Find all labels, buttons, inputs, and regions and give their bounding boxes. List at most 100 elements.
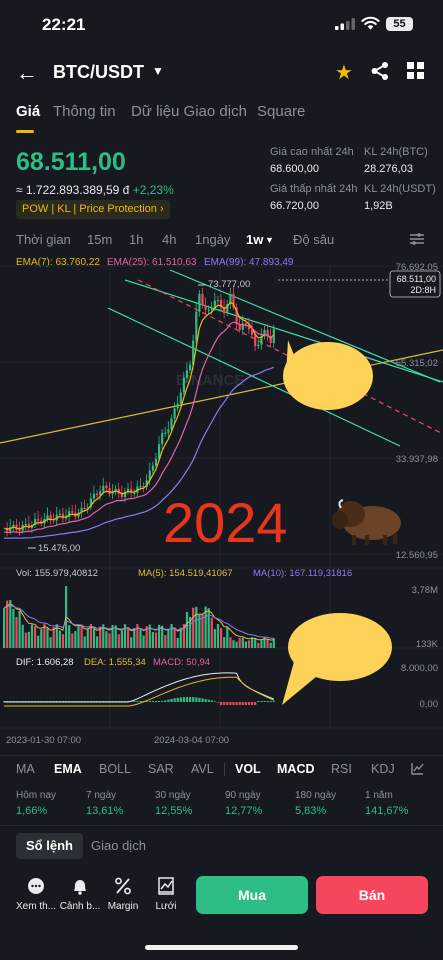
- star-icon[interactable]: ★: [335, 60, 353, 85]
- back-arrow-icon[interactable]: ←: [16, 60, 38, 86]
- tab-square[interactable]: Square: [257, 103, 305, 120]
- candle: [71, 511, 73, 513]
- tf-4h[interactable]: 4h: [162, 232, 176, 247]
- ma10-legend: MA(10): 167.119,31816: [253, 568, 352, 579]
- volume-bar: [50, 637, 52, 648]
- macd-bar: [139, 701, 141, 702]
- tf-time[interactable]: Thời gian: [16, 232, 71, 247]
- tf-1h[interactable]: 1h: [129, 232, 143, 247]
- candle: [164, 433, 166, 434]
- tf-15m[interactable]: 15m: [87, 232, 112, 247]
- ind-boll[interactable]: BOLL: [99, 762, 131, 776]
- pair-title[interactable]: BTC/USDT: [53, 62, 144, 83]
- volume-bar: [220, 628, 222, 648]
- tab-price[interactable]: Giá: [16, 103, 40, 120]
- tool-alert[interactable]: Cảnh b...: [58, 876, 102, 912]
- macd-bar: [211, 700, 213, 702]
- macd-bar: [170, 699, 172, 702]
- macd-bar: [257, 701, 259, 702]
- ind-vol[interactable]: VOL: [235, 762, 261, 776]
- sell-button[interactable]: Bán: [316, 876, 428, 914]
- candle: [245, 323, 247, 324]
- tf-1day[interactable]: 1ngày: [195, 232, 230, 247]
- volume-bar: [257, 643, 259, 648]
- candle: [183, 378, 185, 393]
- dea-legend: DEA: 1.555,34: [84, 657, 146, 668]
- macd-bar: [263, 701, 265, 702]
- macd-bar: [167, 700, 169, 702]
- volume-bar: [214, 629, 216, 648]
- macd-bar: [149, 701, 151, 702]
- volume-bar: [96, 636, 98, 648]
- volume-bar: [34, 626, 36, 648]
- vol-usdt-value: 1,92B: [364, 200, 393, 212]
- ind-ema[interactable]: EMA: [54, 762, 82, 776]
- grid-icon[interactable]: [407, 62, 424, 79]
- ind-separator: [224, 763, 225, 776]
- volume-bar: [195, 607, 197, 648]
- macd-bar: [186, 697, 188, 702]
- macd-bar: [236, 702, 238, 705]
- buy-button[interactable]: Mua: [196, 876, 308, 914]
- volume-bar: [229, 637, 231, 648]
- tool-margin[interactable]: Margin: [101, 876, 145, 912]
- low-24h-label: Giá thấp nhất 24h: [270, 183, 357, 195]
- volume-bar: [130, 637, 132, 648]
- tf-depth[interactable]: Độ sâu: [293, 232, 334, 247]
- candle: [108, 488, 110, 494]
- price-chart[interactable]: BINANCE 73.777,00 15.476,00 76.692,05 55…: [0, 250, 443, 750]
- candle: [133, 493, 135, 494]
- candle: [19, 530, 21, 531]
- speech-bubble-bottom: [282, 613, 392, 705]
- tab-order-book[interactable]: Sổ lệnh: [16, 833, 83, 859]
- current-price-tag-value: 68.511,00: [397, 274, 436, 284]
- tf-1w[interactable]: 1w: [246, 232, 263, 247]
- tool-view-more[interactable]: Xem th...: [14, 876, 58, 912]
- share-icon[interactable]: [370, 61, 390, 81]
- chart-settings-icon[interactable]: [410, 233, 424, 245]
- volume-bar: [177, 638, 179, 648]
- candle: [205, 305, 207, 309]
- macd-bar: [177, 698, 179, 702]
- tool-view-more-label: Xem th...: [14, 901, 58, 912]
- perf-1y-label: 1 năm: [365, 790, 393, 801]
- tag-badges[interactable]: POW | KL | Price Protection ›: [16, 200, 170, 219]
- grid-bot-icon: [144, 876, 188, 896]
- ind-avl[interactable]: AVL: [191, 762, 214, 776]
- volume-bar: [236, 642, 238, 648]
- volume-bar: [164, 635, 166, 648]
- tf-chevron-icon[interactable]: ▼: [265, 235, 274, 245]
- ind-rsi[interactable]: RSI: [331, 762, 352, 776]
- tab-info[interactable]: Thông tin: [53, 103, 116, 120]
- candle: [93, 494, 95, 499]
- ind-ma[interactable]: MA: [16, 762, 35, 776]
- macd-axis-top: 8.000,00: [401, 663, 438, 674]
- candle: [195, 312, 197, 341]
- volume-bar: [139, 629, 141, 648]
- volume-bar: [226, 627, 228, 648]
- macd-bar: [226, 702, 228, 705]
- candle: [217, 300, 219, 301]
- chevron-down-icon[interactable]: ▼: [152, 64, 164, 78]
- macd-bar: [133, 701, 135, 702]
- ind-sar[interactable]: SAR: [148, 762, 174, 776]
- ind-kdj[interactable]: KDJ: [371, 762, 395, 776]
- indicator-chart-icon[interactable]: [411, 762, 424, 775]
- volume-bar: [143, 636, 145, 648]
- volume-bar: [118, 634, 120, 648]
- candle: [155, 459, 157, 466]
- macd-axis-zero: 0,00: [420, 699, 439, 710]
- tab-trading-data[interactable]: Dữ liệu Giao dịch: [131, 103, 247, 120]
- candle: [50, 515, 52, 519]
- tool-alert-label: Cảnh b...: [58, 901, 102, 912]
- macd-bar: [270, 701, 272, 702]
- tool-grid[interactable]: Lưới: [144, 876, 188, 912]
- tab-trades[interactable]: Giao dịch: [81, 833, 156, 859]
- volume-bar: [121, 631, 123, 648]
- status-time: 22:21: [42, 15, 85, 35]
- volume-bar: [152, 632, 154, 648]
- home-indicator[interactable]: [145, 945, 298, 950]
- high-marker: 73.777,00: [208, 279, 250, 290]
- divider: [0, 825, 443, 826]
- ind-macd[interactable]: MACD: [277, 762, 315, 776]
